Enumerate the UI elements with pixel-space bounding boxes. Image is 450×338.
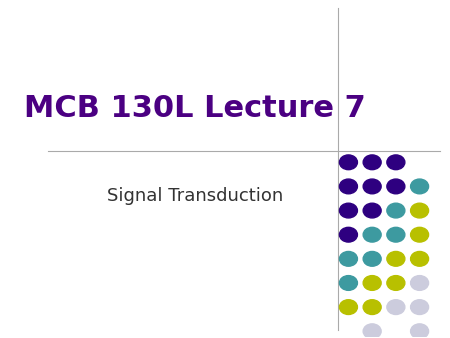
Circle shape: [387, 251, 405, 266]
Circle shape: [410, 251, 428, 266]
Circle shape: [363, 300, 381, 314]
Circle shape: [410, 203, 428, 218]
Circle shape: [387, 179, 405, 194]
Circle shape: [387, 300, 405, 314]
Circle shape: [387, 227, 405, 242]
Circle shape: [410, 227, 428, 242]
Circle shape: [363, 155, 381, 170]
Circle shape: [339, 203, 357, 218]
Circle shape: [387, 203, 405, 218]
Circle shape: [339, 179, 357, 194]
Circle shape: [363, 275, 381, 290]
Text: Signal Transduction: Signal Transduction: [107, 187, 283, 205]
Circle shape: [410, 324, 428, 338]
Circle shape: [387, 275, 405, 290]
Circle shape: [363, 324, 381, 338]
Circle shape: [339, 275, 357, 290]
Circle shape: [339, 251, 357, 266]
Circle shape: [339, 227, 357, 242]
Circle shape: [339, 155, 357, 170]
Circle shape: [339, 300, 357, 314]
Circle shape: [363, 251, 381, 266]
Circle shape: [387, 155, 405, 170]
Circle shape: [363, 203, 381, 218]
Text: MCB 130L Lecture 7: MCB 130L Lecture 7: [24, 94, 366, 123]
Circle shape: [363, 227, 381, 242]
Circle shape: [410, 179, 428, 194]
Circle shape: [410, 275, 428, 290]
Circle shape: [363, 179, 381, 194]
Circle shape: [410, 300, 428, 314]
